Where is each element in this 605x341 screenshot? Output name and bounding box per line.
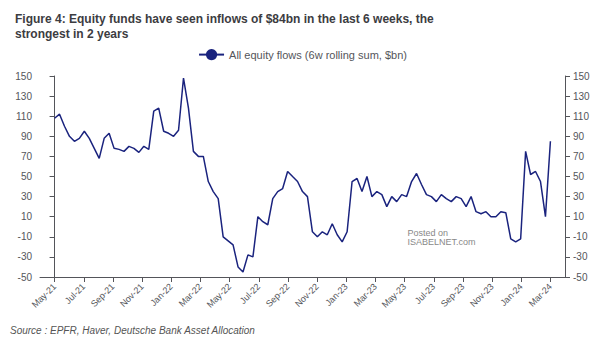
svg-text:-10: -10 <box>18 231 33 242</box>
svg-text:10: 10 <box>573 211 585 222</box>
svg-text:150: 150 <box>573 71 590 82</box>
svg-text:All equity flows (6w rolling s: All equity flows (6w rolling sum, $bn) <box>229 49 407 61</box>
svg-text:Jan-23: Jan-23 <box>323 281 350 308</box>
svg-text:Jan-24: Jan-24 <box>498 281 525 308</box>
svg-text:Jul-22: Jul-22 <box>238 281 262 305</box>
svg-text:-10: -10 <box>573 231 588 242</box>
svg-text:Sep-22: Sep-22 <box>264 281 292 309</box>
svg-text:Jan-22: Jan-22 <box>148 281 175 308</box>
svg-text:90: 90 <box>21 131 33 142</box>
svg-text:Mar-24: Mar-24 <box>527 281 554 308</box>
svg-text:Nov-22: Nov-22 <box>293 281 321 309</box>
svg-text:Mar-22: Mar-22 <box>177 281 204 308</box>
svg-text:Nov-23: Nov-23 <box>468 281 496 309</box>
svg-text:-30: -30 <box>18 251 33 262</box>
svg-text:May-21: May-21 <box>30 281 58 309</box>
svg-text:-30: -30 <box>573 251 588 262</box>
svg-text:May-23: May-23 <box>380 281 408 309</box>
svg-text:strongest in 2 years: strongest in 2 years <box>15 27 129 41</box>
svg-text:10: 10 <box>21 211 33 222</box>
svg-text:Source : EPFR, Haver, Deutsche: Source : EPFR, Haver, Deutsche Bank Asse… <box>10 325 255 336</box>
svg-text:Mar-23: Mar-23 <box>352 281 379 308</box>
svg-text:Jul-21: Jul-21 <box>63 281 87 305</box>
svg-text:130: 130 <box>15 91 32 102</box>
svg-text:-50: -50 <box>573 272 588 283</box>
svg-text:Figure 4: Equity funds have se: Figure 4: Equity funds have seen inflows… <box>15 12 434 26</box>
svg-text:ISABELNET.com: ISABELNET.com <box>408 237 476 247</box>
svg-text:150: 150 <box>15 71 32 82</box>
svg-text:Posted on: Posted on <box>407 228 448 239</box>
svg-text:130: 130 <box>573 91 590 102</box>
svg-text:50: 50 <box>573 171 585 182</box>
svg-text:50: 50 <box>21 171 33 182</box>
svg-text:Sep-21: Sep-21 <box>89 281 117 309</box>
svg-text:-50: -50 <box>18 272 33 283</box>
svg-text:Jul-23: Jul-23 <box>413 281 437 305</box>
svg-text:110: 110 <box>573 111 589 122</box>
svg-text:70: 70 <box>21 151 33 162</box>
svg-text:70: 70 <box>573 151 585 162</box>
svg-text:30: 30 <box>573 191 585 202</box>
svg-text:Sep-23: Sep-23 <box>439 281 467 309</box>
svg-text:Nov-21: Nov-21 <box>118 281 146 309</box>
svg-text:90: 90 <box>573 131 585 142</box>
svg-text:May-22: May-22 <box>205 281 233 309</box>
svg-text:110: 110 <box>16 111 32 122</box>
svg-text:30: 30 <box>21 191 33 202</box>
